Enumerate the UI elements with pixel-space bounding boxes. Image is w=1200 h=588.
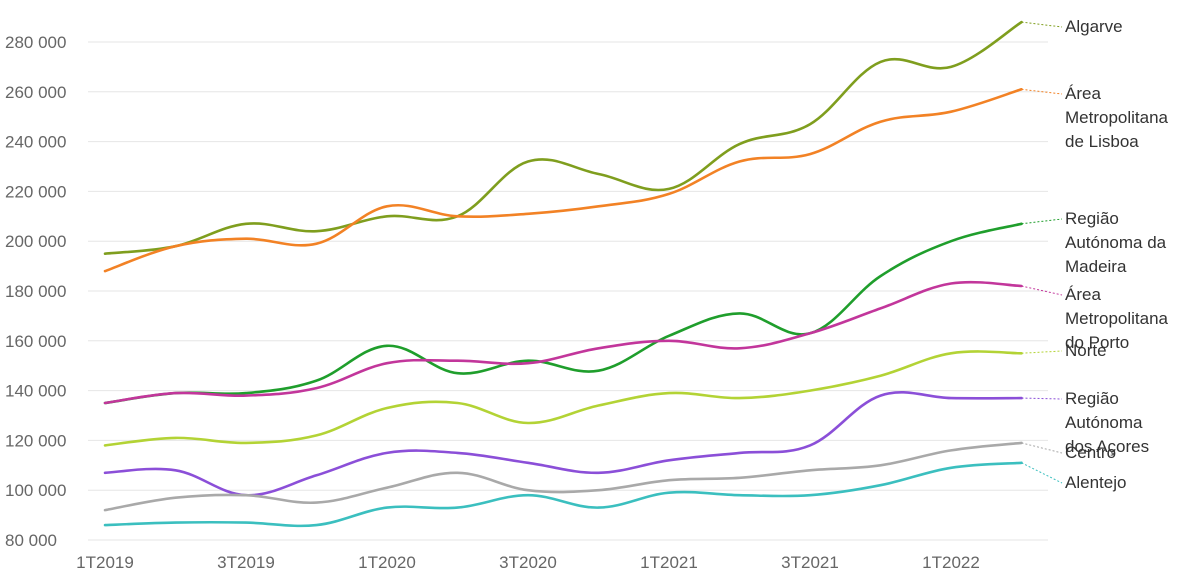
y-tick-label: 260 000 bbox=[5, 83, 66, 102]
series-label-centro: Centro bbox=[1065, 443, 1116, 462]
series-line-norte bbox=[103, 350, 1023, 447]
y-tick-label: 200 000 bbox=[5, 232, 66, 251]
series-line-area-metropolitana-de-lisboa bbox=[103, 88, 1023, 273]
series-line-alentejo bbox=[103, 461, 1023, 528]
series-label-connector bbox=[1021, 350, 1063, 354]
series-label-line: Norte bbox=[1065, 341, 1107, 360]
series-label-alentejo: Alentejo bbox=[1065, 473, 1126, 492]
series-line-regiao-autonoma-da-madeira bbox=[103, 222, 1023, 405]
series-label-line: Autónoma bbox=[1065, 413, 1143, 432]
x-tick-label: 3T2020 bbox=[499, 553, 557, 572]
y-tick-label: 140 000 bbox=[5, 382, 66, 401]
series-label-line: Alentejo bbox=[1065, 473, 1126, 492]
series-label-connector bbox=[1021, 285, 1063, 296]
y-axis: 80 000 100 000 120 000 140 000 160 000 180 00… bbox=[5, 33, 66, 550]
series-label-line: dos Açores bbox=[1065, 437, 1149, 456]
y-tick-label: 180 000 bbox=[5, 282, 66, 301]
y-tick-label: 240 000 bbox=[5, 133, 66, 152]
y-tick-label: 100 000 bbox=[5, 481, 66, 500]
series-label-line: Região bbox=[1065, 209, 1119, 228]
series-label-line: Autónoma da bbox=[1065, 233, 1167, 252]
series-label-regiao-autonoma-dos-acores: Região Autónoma dos Açores bbox=[1065, 389, 1149, 456]
y-tick-label: 220 000 bbox=[5, 182, 66, 201]
y-tick-label: 80 000 bbox=[5, 531, 57, 550]
series-line-algarve bbox=[103, 20, 1023, 255]
series-lines bbox=[103, 20, 1023, 528]
series-label-line: de Lisboa bbox=[1065, 132, 1139, 151]
x-tick-label: 1T2022 bbox=[922, 553, 980, 572]
series-label-line: Região bbox=[1065, 389, 1119, 408]
series-label-connector bbox=[1021, 462, 1063, 484]
series-label-line: Madeira bbox=[1065, 257, 1127, 276]
series-label-area-metropolitana-do-porto: Área Metropolitana do Porto bbox=[1065, 285, 1169, 352]
series-label-line: Centro bbox=[1065, 443, 1116, 462]
series-label-area-metropolitana-de-lisboa: Área Metropolitana de Lisboa bbox=[1065, 84, 1169, 151]
series-label-regiao-autonoma-da-madeira: Região Autónoma da Madeira bbox=[1065, 209, 1167, 276]
x-tick-label: 3T2019 bbox=[217, 553, 275, 572]
series-label-line: Metropolitana bbox=[1065, 108, 1169, 127]
series-line-area-metropolitana-do-porto bbox=[103, 280, 1023, 405]
x-tick-label: 1T2021 bbox=[640, 553, 698, 572]
gridlines bbox=[88, 41, 1048, 541]
series-label-algarve: Algarve bbox=[1065, 17, 1123, 36]
series-label-line: Metropolitana bbox=[1065, 309, 1169, 328]
series-label-norte: Norte bbox=[1065, 341, 1107, 360]
x-tick-label: 1T2020 bbox=[358, 553, 416, 572]
series-label-connector bbox=[1021, 397, 1063, 400]
series-labels: Algarve Área Metropolitana de Lisboa Região A… bbox=[1021, 17, 1169, 492]
y-tick-label: 280 000 bbox=[5, 33, 66, 52]
series-label-line: Área bbox=[1065, 84, 1101, 103]
x-tick-label: 3T2021 bbox=[781, 553, 839, 572]
series-label-connector bbox=[1021, 88, 1063, 95]
series-label-connector bbox=[1021, 21, 1063, 28]
series-label-connector bbox=[1021, 218, 1063, 225]
series-label-line: do Porto bbox=[1065, 333, 1129, 352]
y-tick-label: 160 000 bbox=[5, 332, 66, 351]
x-tick-label: 1T2019 bbox=[76, 553, 134, 572]
series-label-line: Algarve bbox=[1065, 17, 1123, 36]
series-label-connector bbox=[1021, 442, 1063, 454]
series-line-centro bbox=[103, 441, 1023, 512]
y-tick-label: 120 000 bbox=[5, 431, 66, 450]
series-label-line: Área bbox=[1065, 285, 1101, 304]
x-axis: 1T2019 3T2019 1T2020 3T2020 1T2021 3T2021 1T20… bbox=[76, 553, 980, 572]
